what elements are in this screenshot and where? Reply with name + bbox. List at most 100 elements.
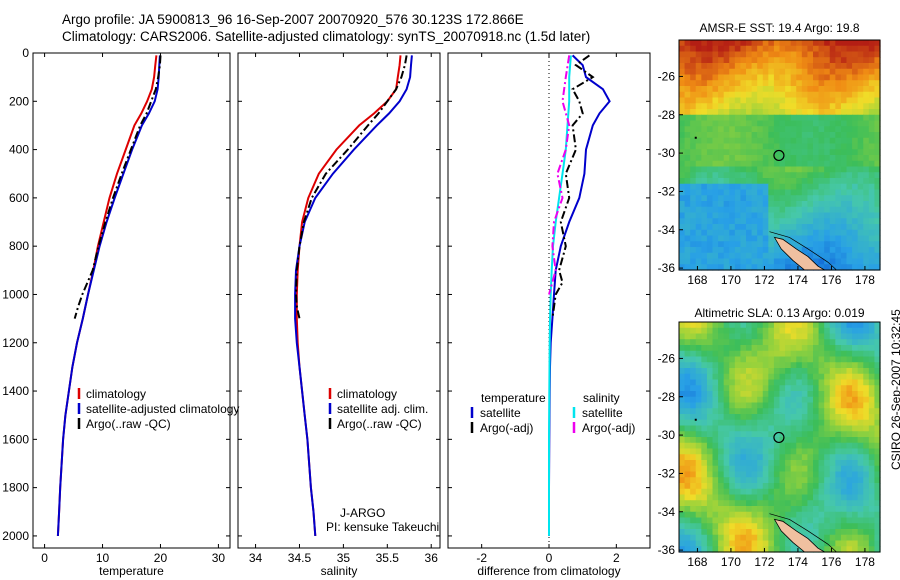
map-cell bbox=[695, 408, 702, 415]
map-cell bbox=[768, 477, 775, 484]
map-cell bbox=[852, 534, 859, 542]
map-cell bbox=[734, 431, 742, 438]
map-cell bbox=[695, 494, 702, 501]
map-cell bbox=[857, 247, 864, 254]
map-cell bbox=[852, 345, 859, 352]
map-cell bbox=[868, 339, 876, 346]
map-cell bbox=[807, 155, 814, 162]
map-cell bbox=[846, 40, 853, 47]
map-cell bbox=[796, 74, 803, 81]
map-cell bbox=[695, 414, 702, 421]
map-cell bbox=[840, 523, 848, 530]
map-cell bbox=[868, 40, 876, 47]
map-cell bbox=[773, 506, 781, 513]
map-cell bbox=[757, 86, 764, 93]
map-cell bbox=[824, 80, 831, 87]
series-line bbox=[551, 54, 595, 319]
map-cell bbox=[874, 143, 881, 150]
map-cell bbox=[796, 333, 803, 340]
map-cell bbox=[718, 132, 725, 139]
map-cell bbox=[712, 178, 719, 185]
map-cell bbox=[734, 258, 742, 265]
map-cell bbox=[779, 166, 786, 173]
map-cell bbox=[734, 368, 742, 375]
map-cell bbox=[695, 206, 702, 214]
map-cell bbox=[762, 172, 769, 179]
legend-entry: satellite bbox=[480, 406, 521, 420]
map-cell bbox=[818, 350, 825, 358]
map-cell bbox=[824, 201, 831, 208]
map-cell bbox=[746, 224, 753, 231]
map-cell bbox=[813, 206, 820, 214]
map-cell bbox=[729, 402, 736, 409]
map-cell bbox=[818, 114, 825, 122]
map-cell bbox=[801, 103, 809, 110]
map-cell bbox=[852, 523, 859, 530]
map-cell bbox=[818, 183, 825, 191]
map-cell bbox=[813, 109, 820, 116]
map-cell bbox=[874, 247, 881, 254]
map-cell bbox=[740, 368, 747, 375]
map-cell bbox=[824, 109, 831, 116]
map-cell bbox=[679, 529, 686, 536]
map-cell bbox=[690, 63, 697, 70]
map-cell bbox=[846, 247, 853, 254]
map-cell bbox=[690, 345, 697, 352]
map-cell bbox=[679, 333, 686, 340]
map-cell bbox=[785, 345, 792, 352]
map-cell bbox=[746, 396, 753, 404]
map-cell bbox=[835, 80, 842, 87]
map-cell bbox=[723, 45, 730, 53]
map-cell bbox=[840, 120, 848, 127]
map-cell bbox=[762, 506, 769, 513]
map-cell bbox=[835, 500, 842, 507]
map-cell bbox=[840, 178, 848, 185]
map-cell bbox=[712, 120, 719, 127]
map-cell bbox=[818, 103, 825, 110]
map-cell bbox=[701, 137, 708, 145]
map-cell bbox=[701, 189, 708, 196]
map-cell bbox=[813, 45, 820, 53]
map-cell bbox=[723, 425, 730, 432]
map-cell bbox=[751, 362, 758, 369]
map-cell bbox=[824, 57, 831, 64]
map-cell bbox=[729, 373, 736, 381]
map-cell bbox=[840, 356, 848, 363]
map-cell bbox=[729, 235, 736, 242]
map-cell bbox=[779, 373, 786, 381]
map-cell bbox=[679, 120, 686, 127]
map-cell bbox=[874, 149, 881, 156]
map-cell bbox=[852, 201, 859, 208]
map-cell bbox=[824, 132, 831, 139]
map-cell bbox=[852, 465, 859, 473]
map-cell bbox=[790, 137, 797, 145]
map-cell bbox=[757, 68, 764, 76]
map-cell bbox=[695, 385, 702, 392]
map-cell bbox=[818, 500, 825, 507]
map-cell bbox=[818, 333, 825, 340]
map-cell bbox=[762, 442, 769, 450]
map-cell bbox=[824, 229, 831, 237]
map-cell bbox=[840, 546, 848, 553]
map-cell bbox=[762, 74, 769, 81]
map-cell bbox=[768, 327, 775, 335]
map-cell bbox=[712, 506, 719, 513]
map-cell bbox=[734, 201, 742, 208]
map-cell bbox=[684, 114, 691, 122]
map-cell bbox=[835, 356, 842, 363]
map-cell bbox=[746, 166, 753, 173]
map-cell bbox=[729, 546, 736, 553]
map-cell bbox=[790, 494, 797, 501]
map-cell bbox=[818, 322, 825, 329]
map-cell bbox=[679, 97, 686, 104]
map-cell bbox=[734, 523, 742, 530]
map-cell bbox=[712, 345, 719, 352]
map-cell bbox=[768, 425, 775, 432]
map-cell bbox=[801, 109, 809, 116]
map-cell bbox=[746, 442, 753, 450]
map-cell bbox=[734, 183, 742, 191]
map-cell bbox=[679, 126, 686, 133]
legend-entry: Argo(..raw -QC) bbox=[337, 417, 422, 431]
map-cell bbox=[701, 155, 708, 162]
map-cell bbox=[779, 414, 786, 421]
